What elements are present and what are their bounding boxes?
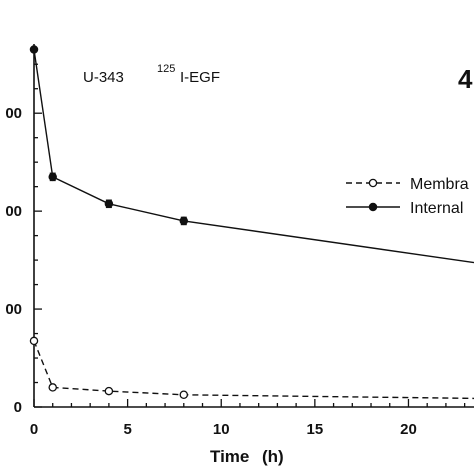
y-tick-label: 00 [5, 203, 22, 220]
series-membrane-line [33, 340, 474, 400]
data-point-internal [179, 216, 189, 226]
y-tick-label: 00 [5, 301, 22, 318]
data-point-membrane [48, 383, 57, 392]
legend-internal-label: Internal [410, 200, 463, 217]
series-layer [29, 45, 474, 400]
annotation-prefix: U-343 [83, 69, 124, 86]
data-point-internal [48, 172, 57, 182]
data-point-membrane [104, 386, 114, 396]
legend-internal-marker [368, 202, 378, 212]
data-point-internal [29, 45, 39, 54]
annotation-isotope: 125 [157, 63, 175, 75]
panel-label: 4 [458, 64, 473, 94]
legend-membrane-label: Membra [410, 176, 469, 193]
x-tick-label: 20 [400, 421, 417, 438]
y-tick-label: 0 [14, 399, 22, 416]
data-point-membrane [29, 336, 39, 346]
data-point-membrane [179, 390, 189, 400]
x-axis-title: Time [210, 447, 249, 466]
annotation-suffix: I-EGF [180, 69, 220, 86]
x-tick-label: 15 [307, 421, 324, 438]
data-point-internal [104, 199, 114, 209]
x-tick-label: 10 [213, 421, 230, 438]
x-tick-label: 0 [30, 421, 38, 438]
y-tick-label: 00 [5, 105, 22, 122]
legend: Membra Internal [346, 176, 469, 217]
x-axis-unit: (h) [262, 447, 284, 466]
x-tick-label: 5 [123, 421, 131, 438]
legend-membrane-marker [368, 178, 378, 188]
